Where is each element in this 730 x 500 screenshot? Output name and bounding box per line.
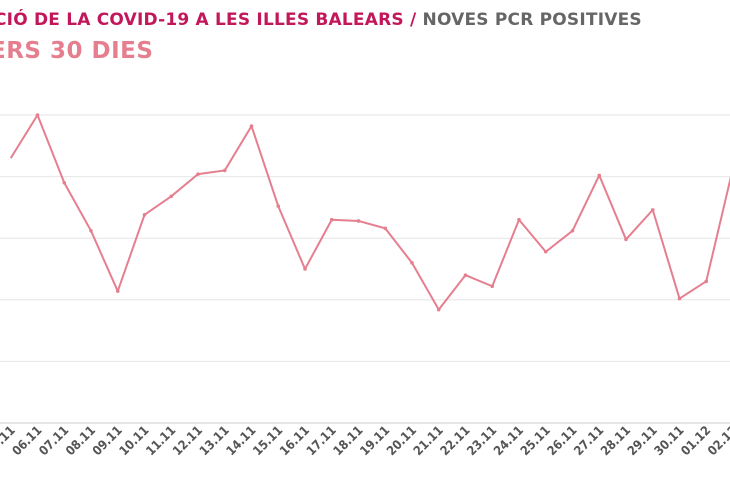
x-tick-label: 30.11 xyxy=(651,422,687,458)
data-point-12.11 xyxy=(196,172,200,176)
data-point-21.11 xyxy=(436,307,441,312)
x-tick-label: 29.11 xyxy=(624,422,660,458)
data-point-09.11 xyxy=(115,289,120,293)
x-tick-label: 21.11 xyxy=(410,422,446,458)
data-point-22.11 xyxy=(463,273,468,277)
data-point-20.11 xyxy=(410,261,414,265)
chart-title-main: CIÓ DE LA COVID-19 A LES ILLES BALEARS xyxy=(0,10,404,30)
data-point-27.11 xyxy=(597,173,602,178)
chart-title: CIÓ DE LA COVID-19 A LES ILLES BALEARS /… xyxy=(0,10,642,30)
x-tick-label: 14.11 xyxy=(223,422,259,458)
chart-title-suffix: NOVES PCR POSITIVES xyxy=(422,10,642,30)
x-tick-label: 27.11 xyxy=(571,422,607,458)
x-axis-ticks: 05.1106.1107.1108.1109.1110.1111.1112.11… xyxy=(0,422,730,458)
series-line xyxy=(9,114,730,311)
data-point-14.11 xyxy=(249,124,254,128)
x-tick-label: 16.11 xyxy=(276,422,312,458)
chart-title-separator: / xyxy=(409,10,417,30)
data-point-16.11 xyxy=(303,267,307,271)
x-tick-label: 22.11 xyxy=(437,422,473,458)
data-point-17.11 xyxy=(329,217,334,222)
x-tick-label: 28.11 xyxy=(597,422,633,458)
data-point-10.11 xyxy=(142,212,147,217)
data-point-26.11 xyxy=(570,229,575,233)
x-tick-label: 17.11 xyxy=(303,422,339,458)
data-points xyxy=(35,113,709,312)
data-point-07.11 xyxy=(62,180,67,185)
data-point-01.12 xyxy=(704,279,709,284)
x-tick-label: 08.11 xyxy=(62,422,98,458)
data-point-28.11 xyxy=(624,237,628,242)
x-tick-label: 01.12 xyxy=(678,423,714,459)
data-point-24.11 xyxy=(517,217,521,222)
x-tick-label: 24.11 xyxy=(490,422,526,458)
data-point-06.11 xyxy=(35,113,40,117)
x-tick-label: 11.11 xyxy=(143,422,179,458)
grid-lines xyxy=(0,114,730,424)
data-point-25.11 xyxy=(543,249,548,254)
data-point-11.11 xyxy=(169,194,174,199)
data-point-29.11 xyxy=(650,208,655,212)
data-point-13.11 xyxy=(222,168,227,173)
x-tick-label: 23.11 xyxy=(464,422,500,458)
x-tick-label: 13.11 xyxy=(196,422,232,458)
x-tick-label: 06.11 xyxy=(9,422,45,458)
data-point-23.11 xyxy=(490,284,495,289)
x-tick-label: 26.11 xyxy=(544,422,580,458)
x-tick-label: 18.11 xyxy=(330,422,366,458)
x-tick-label: 10.11 xyxy=(116,422,152,458)
x-tick-label: 20.11 xyxy=(383,422,419,458)
data-point-08.11 xyxy=(89,229,93,233)
x-tick-label: 15.11 xyxy=(250,422,286,458)
data-point-18.11 xyxy=(356,219,361,223)
data-point-19.11 xyxy=(383,226,388,231)
data-point-30.11 xyxy=(677,296,682,301)
series-polyline xyxy=(9,114,730,311)
x-tick-label: 09.11 xyxy=(89,422,125,458)
x-tick-label: 19.11 xyxy=(357,422,393,458)
data-point-15.11 xyxy=(276,204,281,208)
x-tick-label: 07.11 xyxy=(36,422,72,458)
x-tick-label: 02.12 xyxy=(704,423,730,459)
x-tick-label: 12.11 xyxy=(169,422,205,458)
chart-subtitle: ERS 30 DIES xyxy=(0,38,154,64)
x-tick-label: 25.11 xyxy=(517,422,553,458)
